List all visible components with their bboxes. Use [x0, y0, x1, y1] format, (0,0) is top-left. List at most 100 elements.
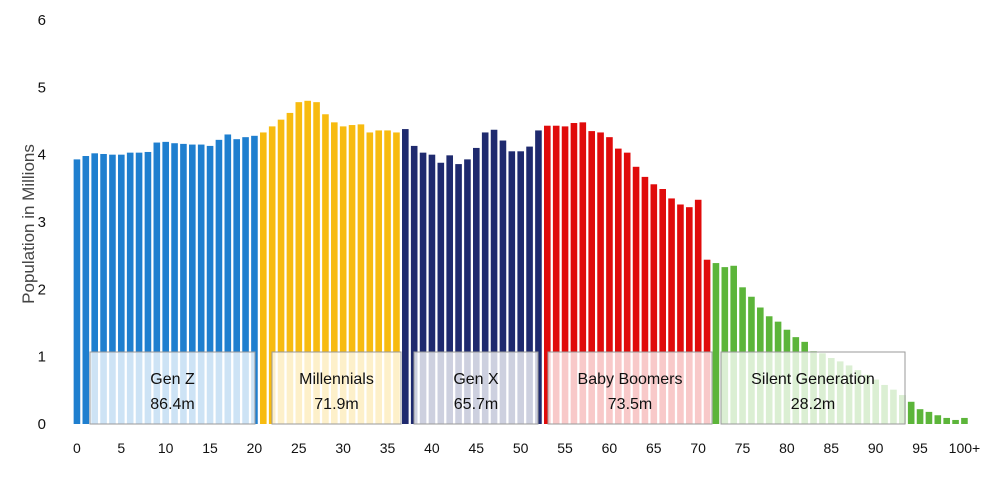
bar [588, 131, 595, 424]
bar [490, 129, 498, 424]
bar [561, 126, 569, 424]
bar [961, 417, 968, 424]
x-tick-label: 20 [247, 440, 263, 456]
bar [668, 198, 675, 424]
bar [499, 140, 507, 424]
bar [91, 153, 98, 424]
bar [606, 137, 613, 424]
x-tick-label: 35 [380, 440, 396, 456]
generation-box-frame [720, 351, 906, 425]
bar [153, 142, 161, 425]
bar [100, 153, 107, 425]
bar [162, 141, 169, 424]
x-tick-label: 100+ [949, 440, 981, 456]
x-tick-label: 90 [868, 440, 884, 456]
y-tick-label: 4 [38, 147, 46, 164]
bar [339, 126, 347, 424]
bar [579, 122, 587, 424]
generation-total: 86.4m [150, 396, 194, 413]
bar [517, 151, 524, 425]
bar [535, 130, 542, 424]
bar [233, 139, 240, 424]
x-tick-label: 0 [73, 440, 81, 456]
generation-box: Silent Generation 28.2m [720, 351, 906, 425]
bar [384, 130, 391, 424]
bar [331, 122, 338, 424]
generation-box-frame [547, 351, 713, 425]
bar [473, 147, 480, 424]
bar [277, 119, 285, 425]
y-axis-label: Population in Millions [19, 144, 38, 304]
bar [615, 148, 622, 425]
bar [375, 130, 382, 424]
bar [428, 154, 436, 425]
bar [313, 102, 320, 425]
bar [437, 162, 445, 424]
generation-total: 71.9m [314, 396, 358, 413]
bar [260, 132, 267, 424]
bar [393, 132, 400, 424]
x-tick-label: 40 [424, 440, 440, 456]
y-tick-label: 0 [38, 416, 46, 433]
bar [215, 139, 223, 424]
y-tick-label: 3 [38, 214, 46, 231]
bar [632, 166, 640, 425]
y-tick-label: 1 [38, 349, 46, 366]
x-tick-label: 45 [469, 440, 485, 456]
bar [641, 176, 649, 424]
bar [189, 144, 196, 424]
bar [552, 125, 560, 425]
x-tick-label: 60 [602, 440, 618, 456]
bar [686, 207, 693, 424]
generation-name: Baby Boomers [578, 371, 683, 388]
bar [197, 144, 205, 424]
x-tick-label: 95 [912, 440, 928, 456]
bar [402, 129, 409, 424]
x-tick-label: 50 [513, 440, 529, 456]
bar [455, 164, 462, 424]
generation-total: 28.2m [791, 396, 835, 413]
bar [570, 123, 578, 425]
bars [73, 100, 968, 425]
bar [410, 145, 418, 424]
bar [304, 100, 311, 425]
generation-name: Silent Generation [751, 371, 875, 388]
bar [730, 265, 737, 424]
bar [943, 417, 950, 424]
x-tick-label: 10 [158, 440, 174, 456]
y-axis-ticks: 0 1 2 3 4 5 6 [38, 12, 46, 433]
bar [144, 151, 152, 424]
bar [286, 112, 294, 425]
bar [118, 154, 125, 425]
bar [925, 411, 933, 424]
bar [446, 155, 453, 424]
generation-box: Millennials 71.9m [271, 351, 402, 425]
generation-labels: Gen Z 86.4m Millennials 71.9m Gen X 65.7m Baby… [89, 351, 906, 425]
x-tick-label: 80 [779, 440, 795, 456]
x-tick-label: 75 [735, 440, 751, 456]
x-tick-label: 15 [202, 440, 218, 456]
bar [224, 134, 232, 424]
bar [82, 156, 90, 424]
x-tick-label: 25 [291, 440, 307, 456]
bar [206, 145, 214, 424]
x-tick-label: 30 [335, 440, 351, 456]
generation-box: Baby Boomers 73.5m [547, 351, 713, 425]
x-tick-label: 65 [646, 440, 662, 456]
bar [135, 152, 143, 424]
bar [481, 132, 489, 424]
generation-box-frame [271, 351, 402, 425]
bar [268, 126, 276, 424]
generation-total: 65.7m [454, 396, 498, 413]
generation-box: Gen Z 86.4m [89, 351, 256, 425]
bar [126, 152, 134, 424]
bar [694, 199, 702, 424]
generation-total: 73.5m [608, 396, 652, 413]
bar [703, 259, 711, 424]
bar [73, 159, 81, 424]
x-tick-label: 55 [557, 440, 573, 456]
generation-name: Gen X [453, 371, 499, 388]
bar [934, 415, 942, 424]
bar [907, 401, 915, 424]
